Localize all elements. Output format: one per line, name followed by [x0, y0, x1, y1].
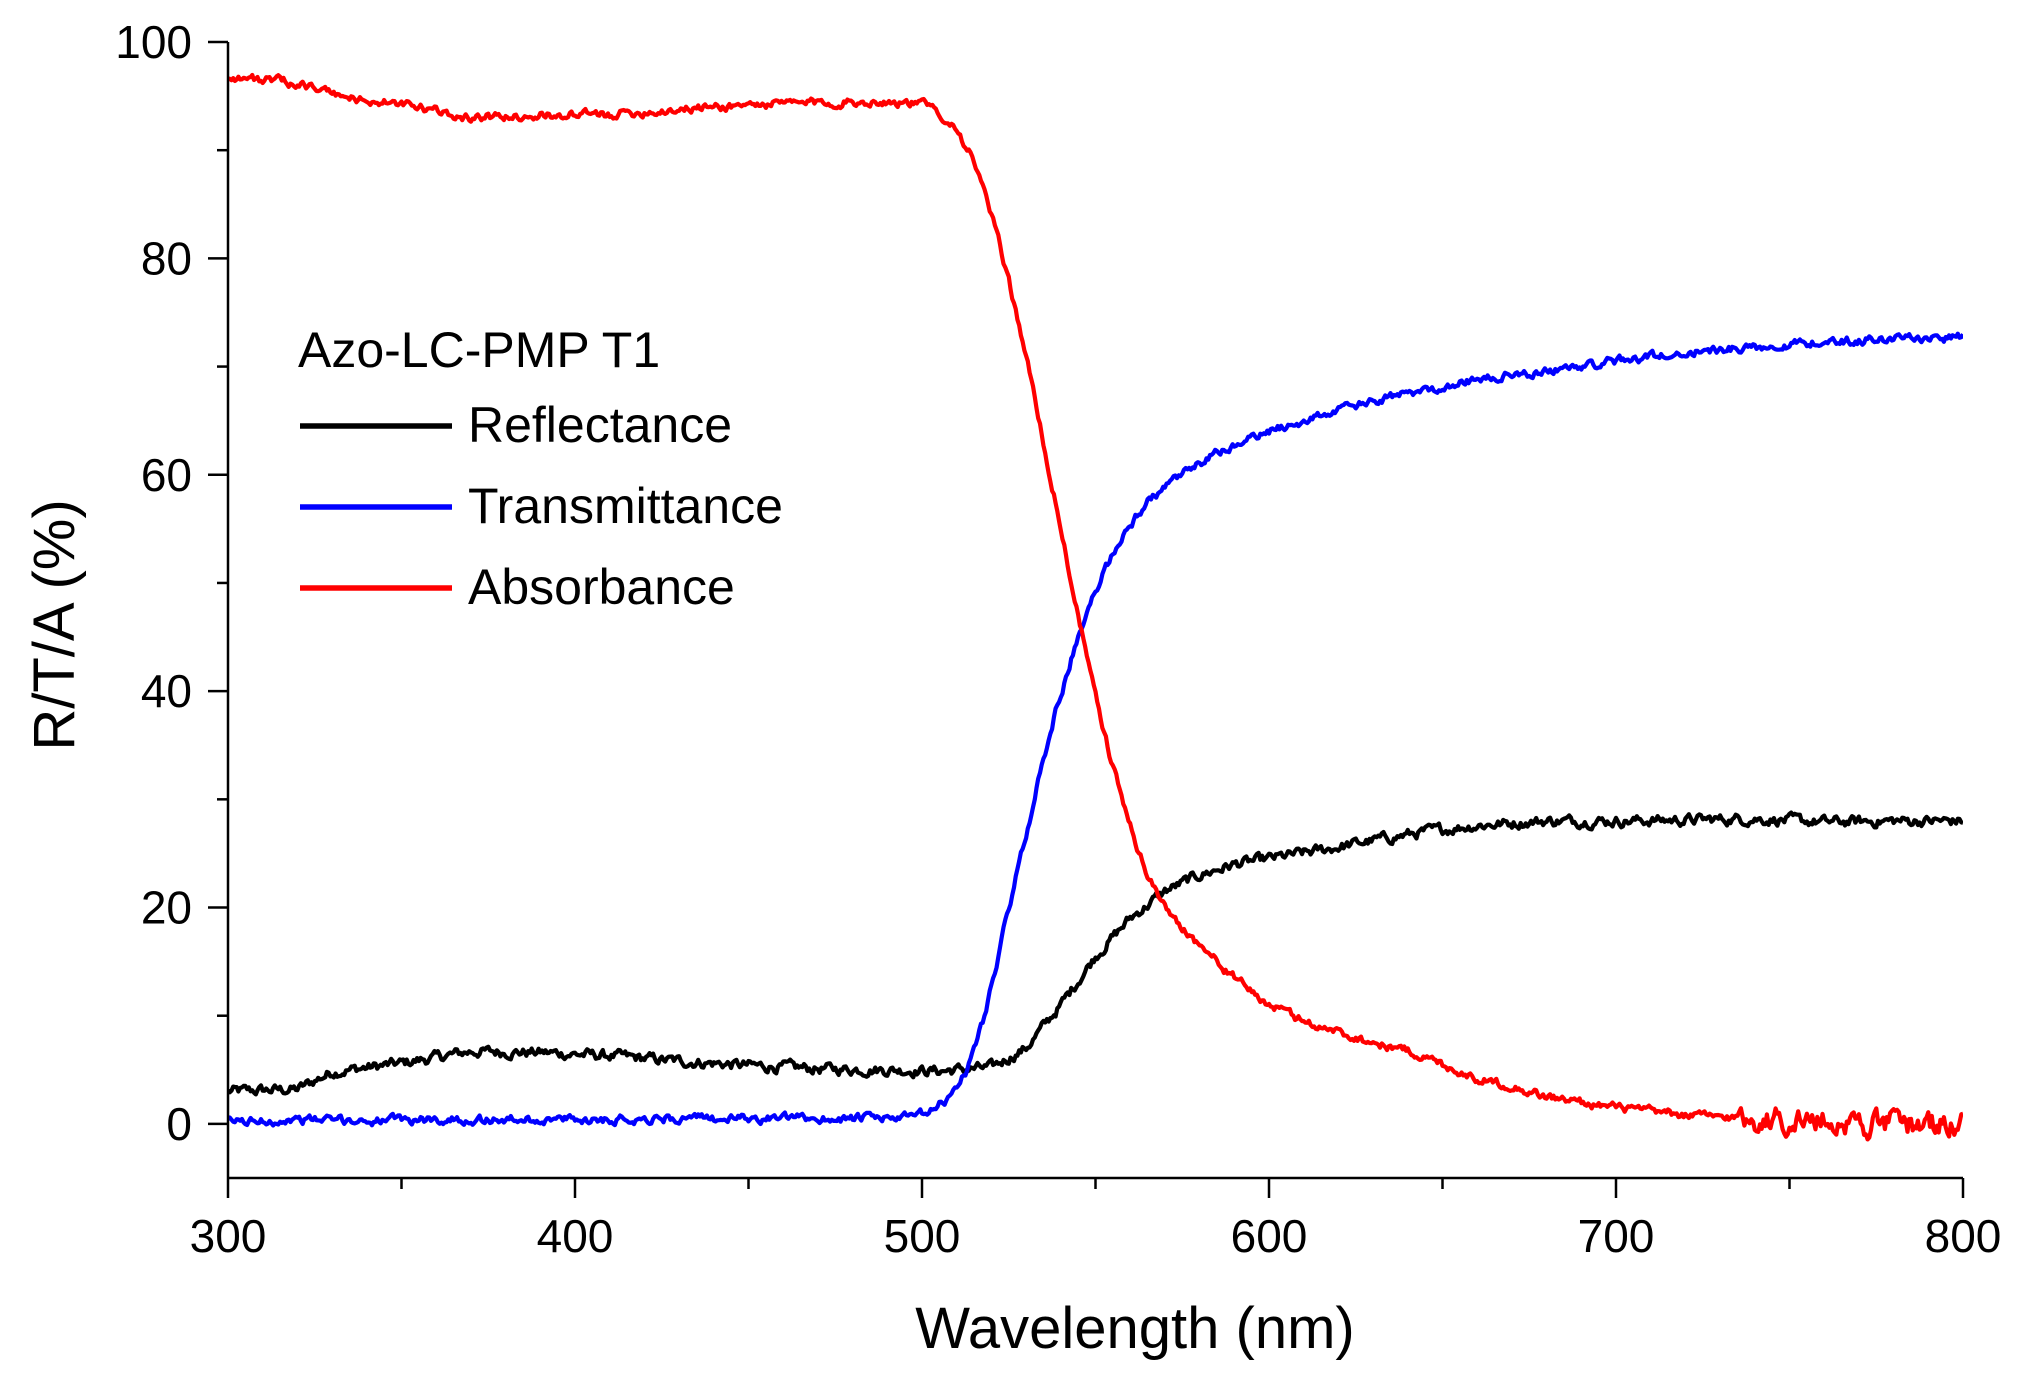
series-line-absorbance: [228, 72, 1963, 1142]
legend-title: Azo-LC-PMP T1: [298, 322, 660, 378]
y-tick-label: 100: [115, 16, 192, 68]
series-layer: [228, 72, 1963, 1142]
y-tick-label: 20: [141, 882, 192, 934]
y-tick-label: 40: [141, 665, 192, 717]
x-tick-label: 800: [1925, 1210, 2002, 1262]
x-tick-label: 400: [537, 1210, 614, 1262]
y-axis-title: R/T/A (%): [22, 499, 87, 750]
legend-label-transmittance: Transmittance: [468, 478, 783, 534]
x-axis-title: Wavelength (nm): [915, 1296, 1354, 1361]
legend: Azo-LC-PMP T1 Reflectance Transmittance Ab…: [298, 322, 783, 615]
x-tick-label: 300: [190, 1210, 267, 1262]
ticks-layer: 300 400 500 600 700 800 0 20 40 60 80 100: [115, 16, 2001, 1262]
x-tick-label: 700: [1578, 1210, 1655, 1262]
series-line-reflectance: [228, 810, 1963, 1097]
y-tick-label: 80: [141, 232, 192, 284]
y-tick-label: 0: [166, 1098, 192, 1150]
legend-label-reflectance: Reflectance: [468, 397, 732, 453]
x-tick-label: 600: [1231, 1210, 1308, 1262]
series-line-transmittance: [228, 331, 1963, 1128]
legend-label-absorbance: Absorbance: [468, 559, 735, 615]
y-tick-label: 60: [141, 449, 192, 501]
x-tick-label: 500: [884, 1210, 961, 1262]
